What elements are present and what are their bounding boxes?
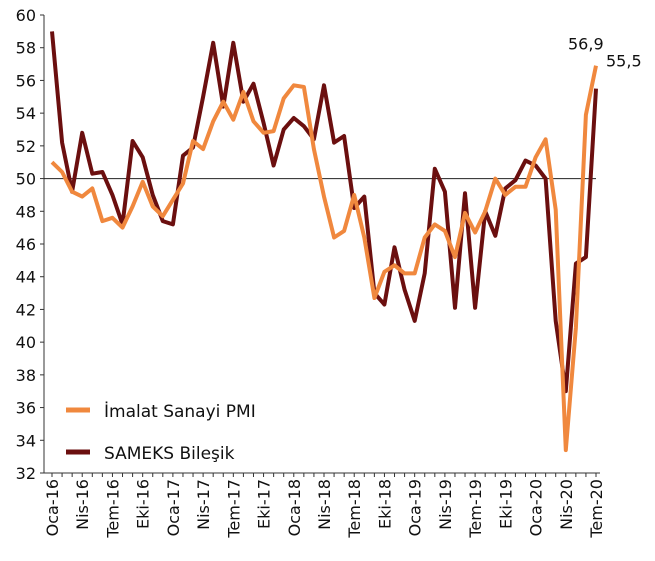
y-tick-label: 60 [16,6,36,25]
y-tick-label: 42 [16,300,36,319]
x-tick-label: Nis-20 [557,479,576,530]
y-tick-label: 58 [16,39,36,58]
y-tick-label: 32 [16,464,36,483]
x-tick-label: Nis-18 [315,479,334,530]
x-tick-label: Eki-17 [255,479,274,529]
x-tick-label: Oca-19 [406,479,425,536]
y-tick-label: 44 [16,268,36,287]
x-tick-label: Eki-16 [134,479,153,529]
y-tick-label: 48 [16,202,36,221]
x-tick-label: Tem-20 [587,479,606,539]
x-tick-label: Eki-19 [496,479,515,529]
y-tick-label: 34 [16,431,36,450]
y-tick-label: 52 [16,137,36,156]
x-tick-label: Oca-17 [164,479,183,536]
x-tick-label: Oca-16 [43,479,62,536]
series-line [50,31,598,394]
data-label: 56,9 [568,35,604,54]
y-tick-label: 36 [16,399,36,418]
x-tick-label: Nis-16 [73,479,92,530]
x-tick-label: Tem-18 [345,479,364,539]
x-tick-label: Nis-19 [436,479,455,530]
x-tick-label: Tem-19 [466,479,485,539]
y-tick-label: 38 [16,366,36,385]
y-tick-label: 50 [16,170,36,189]
x-tick-label: Tem-16 [103,479,122,539]
x-tick-label: Eki-18 [375,479,394,529]
y-tick-label: 46 [16,235,36,254]
x-tick-label: Oca-18 [285,479,304,536]
y-tick-label: 40 [16,333,36,352]
series-line [50,65,598,453]
x-tick-label: Oca-20 [527,479,546,536]
x-tick-label: Tem-17 [224,479,243,539]
y-tick-label: 56 [16,71,36,90]
legend-label: SAMEKS Bileşik [104,444,235,464]
y-tick-label: 54 [16,104,36,123]
legend-label: İmalat Sanayi PMI [104,401,256,422]
data-label: 55,5 [606,52,642,71]
x-tick-label: Nis-17 [194,479,213,530]
